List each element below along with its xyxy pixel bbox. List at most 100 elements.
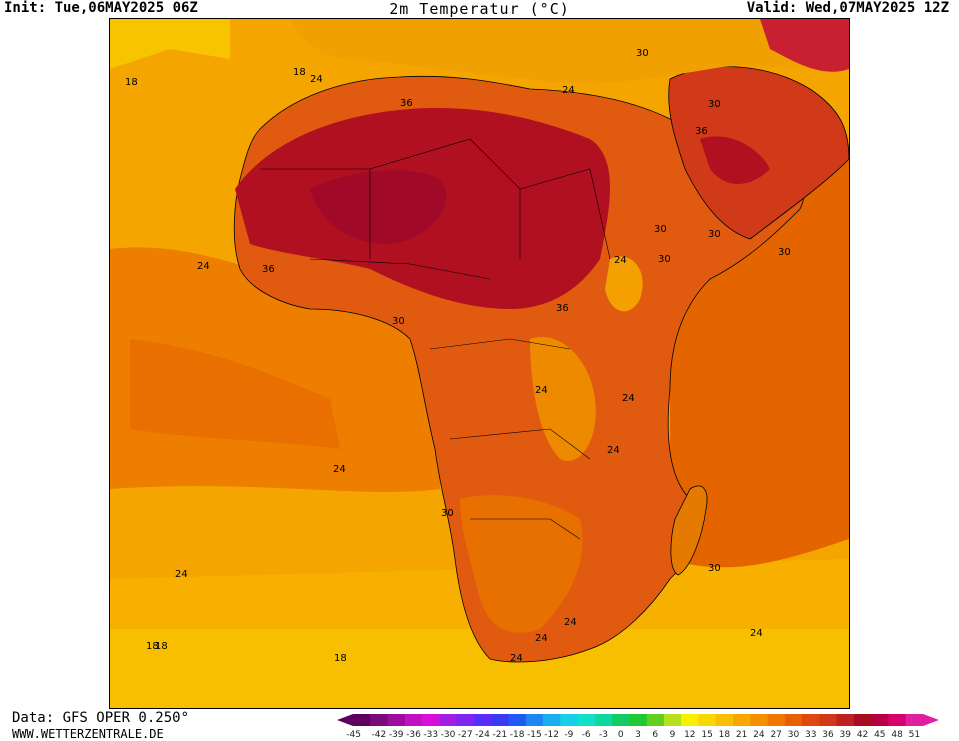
colorbar-tick-label: 45 <box>874 730 885 740</box>
colorbar-tick-label: -6 <box>582 730 591 740</box>
contour-label: 18 <box>293 67 306 78</box>
contour-label: 24 <box>535 633 548 644</box>
contour-label: 18 <box>155 641 168 652</box>
contour-label: 36 <box>262 264 275 275</box>
contour-label: 24 <box>175 569 188 580</box>
chart-title: 2m Temperatur (°C) <box>389 0 570 18</box>
colorbar-tick-label: 48 <box>891 730 903 740</box>
contour-label: 24 <box>750 628 763 639</box>
contour-label: 24 <box>564 617 577 628</box>
colorbar-tick-label: 12 <box>684 730 695 740</box>
colorbar-tick-label: 3 <box>635 730 641 740</box>
colorbar-tick-label: -9 <box>564 730 573 740</box>
cool-band-nw <box>110 19 230 69</box>
colorbar-cell <box>629 714 648 726</box>
colorbar-cell <box>353 714 371 726</box>
colorbar-cell <box>905 714 924 726</box>
colorbar-cell <box>646 714 665 726</box>
colorbar-cell <box>508 714 527 726</box>
contour-label: 24 <box>622 393 635 404</box>
colorbar-tick-label: 39 <box>840 730 852 740</box>
colorbar-tick-label: 51 <box>909 730 920 740</box>
contour-label: 24 <box>310 74 323 85</box>
temperature-map: 18 24 18 36 24 30 30 36 24 36 30 30 30 2… <box>109 18 850 709</box>
colorbar-cell <box>715 714 734 726</box>
contour-label: 24 <box>197 261 210 272</box>
mediterranean-region <box>290 19 849 84</box>
colorbar-cell <box>491 714 509 726</box>
contour-label: 36 <box>400 98 413 109</box>
colorbar-cell <box>802 714 820 726</box>
colorbar-left-arrow <box>337 714 353 726</box>
ethiopian-highlands <box>605 256 643 312</box>
colorbar-cell <box>681 714 699 726</box>
colorbar-tick-label: 42 <box>857 730 868 740</box>
colorbar-tick-label: -12 <box>544 730 559 740</box>
arabia-hot-core <box>700 136 770 184</box>
valid-time-label: Valid: Wed,07MAY2025 12Z <box>746 0 949 16</box>
contour-label: 30 <box>654 224 667 235</box>
colorbar-cell <box>370 714 389 726</box>
warm-ocean-gulf <box>130 339 340 449</box>
colorbar-tick-label: 27 <box>770 730 781 740</box>
contour-label: 30 <box>636 48 649 59</box>
colorbar-tick-label: 33 <box>805 730 816 740</box>
colorbar-tick-label: -45 <box>346 730 361 740</box>
colorbar-cell <box>543 714 561 726</box>
cool-band-far-south <box>110 629 849 708</box>
country-borders <box>260 138 611 540</box>
colorbar-tick-label: -33 <box>423 730 438 740</box>
colorbar-cell <box>733 714 751 726</box>
colorbar-tick-label: -3 <box>599 730 608 740</box>
data-source-label: Data: GFS OPER 0.250° <box>12 710 190 726</box>
colorbar-cell <box>888 714 907 726</box>
colorbar-cell <box>473 714 492 726</box>
contour-label: 24 <box>614 255 627 266</box>
contour-label: 30 <box>708 229 721 240</box>
colorbar-tick-label: -42 <box>372 730 387 740</box>
colorbar-cell <box>456 714 475 726</box>
colorbar-tick-label: 6 <box>652 730 658 740</box>
contour-label: 24 <box>535 385 548 396</box>
colorbar-cell <box>767 714 786 726</box>
colorbar-cell <box>819 714 838 726</box>
colorbar-cell <box>404 714 423 726</box>
colorbar-cell <box>784 714 803 726</box>
arabian-peninsula <box>668 66 849 240</box>
colorbar-cell <box>663 714 682 726</box>
east-africa-plateau <box>530 337 596 461</box>
colorbar-tick-label: -39 <box>389 730 404 740</box>
contour-label: 18 <box>334 653 347 664</box>
contour-label: 30 <box>658 254 671 265</box>
colorbar-tick-label: 15 <box>701 730 712 740</box>
colorbar-cell <box>422 714 440 726</box>
contour-label: 18 <box>146 641 159 652</box>
colorbar-tick-label: -36 <box>406 730 421 740</box>
colorbar-cell <box>560 714 579 726</box>
website-label: WWW.WETTERZENTRALE.DE <box>12 727 164 741</box>
contour-label: 30 <box>441 508 454 519</box>
southern-africa <box>460 495 583 633</box>
colorbar-tick-label: -18 <box>510 730 525 740</box>
colorbar-tick-label: 18 <box>719 730 731 740</box>
colorbar-tick-label: -30 <box>441 730 456 740</box>
colorbar-right-arrow <box>923 714 939 726</box>
colorbar-cell <box>612 714 630 726</box>
colorbar-tick-label: 36 <box>822 730 834 740</box>
colorbar-tick-label: 9 <box>670 730 676 740</box>
contour-label: 24 <box>562 85 575 96</box>
contour-label: 24 <box>333 464 346 475</box>
contour-label: 24 <box>510 653 523 664</box>
colorbar-tick-label: -21 <box>492 730 507 740</box>
contour-label: 36 <box>556 303 569 314</box>
contour-label: 18 <box>125 77 138 88</box>
colorbar-cell <box>853 714 872 726</box>
colorbar-tick-label: 21 <box>736 730 747 740</box>
contour-label: 30 <box>392 316 405 327</box>
colorbar-tick-label: -27 <box>458 730 473 740</box>
colorbar-cell <box>387 714 406 726</box>
colorbar-tick-label: 0 <box>618 730 624 740</box>
contour-label: 30 <box>778 247 791 258</box>
contour-label: 36 <box>695 126 708 137</box>
sahara-hottest-spot <box>310 170 447 244</box>
